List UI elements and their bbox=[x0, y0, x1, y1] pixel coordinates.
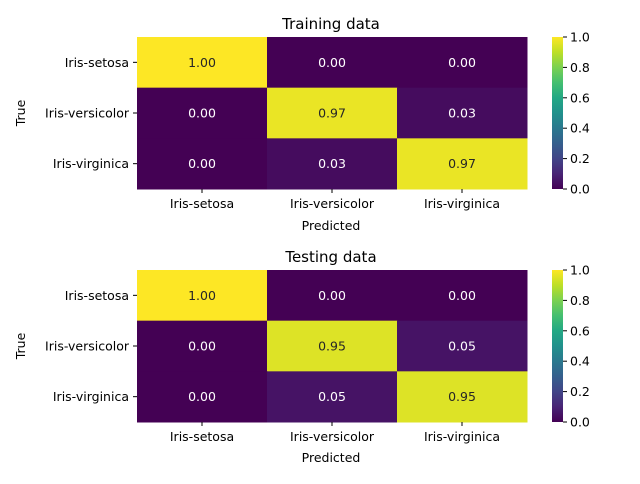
cell-value-label: 1.00 bbox=[188, 288, 216, 303]
heatmap-panel-training: Training data 1.00 0.00 0.00 0.00 0.97 0.03 0.… bbox=[13, 15, 590, 233]
colorbar-tick-label: 1.0 bbox=[570, 263, 590, 278]
cell-value-label: 0.97 bbox=[448, 156, 476, 171]
x-tick-label: Iris-setosa bbox=[170, 429, 234, 444]
cell-value-label: 0.97 bbox=[318, 106, 346, 121]
colorbar-tick-label: 0.0 bbox=[570, 415, 590, 430]
heatmap-cell bbox=[397, 138, 528, 190]
colorbar-tick-label: 0.6 bbox=[570, 90, 590, 105]
y-tick-label: Iris-versicolor bbox=[45, 339, 130, 354]
y-tick-labels: Iris-setosa Iris-versicolor Iris-virginica bbox=[45, 288, 137, 404]
heatmap-cell bbox=[267, 320, 398, 372]
heatmap-cell bbox=[137, 320, 268, 372]
y-tick-label: Iris-versicolor bbox=[45, 106, 130, 121]
cell-value-label: 0.95 bbox=[448, 389, 476, 404]
y-tick-label: Iris-virginica bbox=[53, 389, 129, 404]
chart-title: Testing data bbox=[284, 248, 376, 266]
cell-value-label: 0.05 bbox=[318, 389, 346, 404]
colorbar: 0.0 0.2 0.4 0.6 0.8 1.0 bbox=[552, 263, 590, 430]
heatmap-cell bbox=[397, 320, 528, 372]
x-tick-label: Iris-versicolor bbox=[290, 196, 375, 211]
heatmap-cell bbox=[137, 270, 268, 322]
y-axis-label: True bbox=[13, 332, 28, 360]
x-axis-label: Predicted bbox=[302, 218, 361, 233]
colorbar-gradient bbox=[552, 37, 563, 189]
cell-value-label: 0.00 bbox=[188, 106, 216, 121]
heatmap-cell bbox=[397, 37, 528, 89]
heatmap-cell bbox=[397, 87, 528, 139]
cell-value-label: 0.00 bbox=[318, 288, 346, 303]
heatmap-cell bbox=[397, 371, 528, 423]
cell-value-label: 0.95 bbox=[318, 339, 346, 354]
colorbar-tick-label: 0.8 bbox=[570, 60, 590, 75]
colorbar-tick-label: 0.2 bbox=[570, 384, 590, 399]
y-tick-label: Iris-virginica bbox=[53, 156, 129, 171]
heatmap-cell bbox=[397, 270, 528, 322]
heatmap-cell bbox=[267, 138, 398, 190]
cell-value-label: 0.00 bbox=[448, 288, 476, 303]
heatmap-cell bbox=[267, 87, 398, 139]
cell-value-label: 0.00 bbox=[448, 55, 476, 70]
colorbar-tick-label: 0.4 bbox=[570, 354, 590, 369]
cell-value-label: 0.03 bbox=[318, 156, 346, 171]
cell-value-label: 0.00 bbox=[318, 55, 346, 70]
y-tick-label: Iris-setosa bbox=[65, 288, 129, 303]
cell-value-label: 0.05 bbox=[448, 339, 476, 354]
heatmap-cell bbox=[267, 270, 398, 322]
heatmap-cell bbox=[137, 371, 268, 423]
colorbar-tick-label: 0.6 bbox=[570, 323, 590, 338]
colorbar-gradient bbox=[552, 270, 563, 422]
x-tick-labels: Iris-setosa Iris-versicolor Iris-virginica bbox=[170, 422, 500, 444]
heatmap-cells: 1.00 0.00 0.00 0.00 0.97 0.03 0.00 0.03 0.97 bbox=[137, 37, 528, 190]
x-tick-label: Iris-virginica bbox=[424, 196, 500, 211]
chart-title: Training data bbox=[281, 15, 380, 33]
colorbar: 0.0 0.2 0.4 0.6 0.8 1.0 bbox=[552, 30, 590, 197]
colorbar-tick-label: 0.0 bbox=[570, 182, 590, 197]
colorbar-tick-label: 1.0 bbox=[570, 30, 590, 45]
cell-value-label: 0.00 bbox=[188, 339, 216, 354]
cell-value-label: 1.00 bbox=[188, 55, 216, 70]
y-tick-label: Iris-setosa bbox=[65, 55, 129, 70]
colorbar-tick-label: 0.4 bbox=[570, 121, 590, 136]
heatmap-cell bbox=[267, 37, 398, 89]
colorbar-tick-label: 0.8 bbox=[570, 293, 590, 308]
cell-value-label: 0.00 bbox=[188, 389, 216, 404]
heatmap-cell bbox=[267, 371, 398, 423]
heatmap-cell bbox=[137, 87, 268, 139]
x-axis-label: Predicted bbox=[302, 450, 361, 465]
colorbar-tick-label: 0.2 bbox=[570, 151, 590, 166]
heatmap-panel-testing: Testing data 1.00 0.00 0.00 0.00 0.95 0.05 0.0… bbox=[13, 248, 590, 465]
cell-value-label: 0.03 bbox=[448, 106, 476, 121]
y-axis-label: True bbox=[13, 99, 28, 127]
y-tick-labels: Iris-setosa Iris-versicolor Iris-virginica bbox=[45, 55, 137, 171]
x-tick-label: Iris-setosa bbox=[170, 196, 234, 211]
heatmap-cell bbox=[137, 138, 268, 190]
x-tick-label: Iris-virginica bbox=[424, 429, 500, 444]
cell-value-label: 0.00 bbox=[188, 156, 216, 171]
heatmap-cells: 1.00 0.00 0.00 0.00 0.95 0.05 0.00 0.05 0.95 bbox=[137, 270, 528, 423]
x-tick-label: Iris-versicolor bbox=[290, 429, 375, 444]
heatmap-cell bbox=[137, 37, 268, 89]
x-tick-labels: Iris-setosa Iris-versicolor Iris-virginica bbox=[170, 189, 500, 211]
